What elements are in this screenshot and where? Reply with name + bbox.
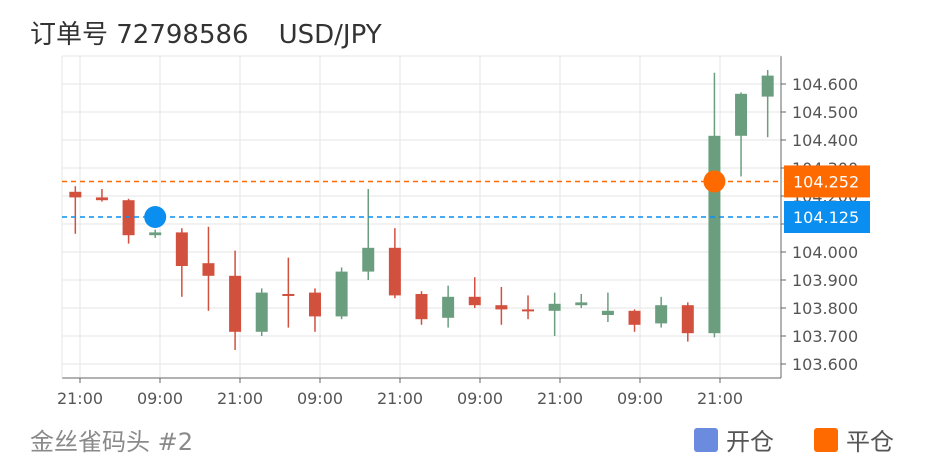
open-price-label: 104.125 xyxy=(793,208,859,227)
legend-close-swatch xyxy=(814,427,838,452)
candle-body xyxy=(681,305,694,334)
candle-body xyxy=(175,232,188,266)
y-tick-label: 104.400 xyxy=(792,131,858,150)
open-price-tag xyxy=(784,201,870,233)
close-marker xyxy=(703,170,726,193)
candle-body xyxy=(202,263,215,276)
open-marker xyxy=(144,206,167,228)
y-tick-label: 103.600 xyxy=(792,355,858,374)
candle-body xyxy=(575,302,588,306)
candle-body xyxy=(628,310,641,325)
candle-body xyxy=(735,93,748,136)
candle-body xyxy=(442,296,455,318)
candle-body xyxy=(522,309,535,312)
y-tick-label: 104.600 xyxy=(792,75,858,94)
chart-title: 订单号 72798586 USD/JPY xyxy=(30,14,382,51)
candle-body xyxy=(255,292,268,332)
x-tick-label: 09:00 xyxy=(137,389,183,408)
candle-body xyxy=(335,271,348,317)
x-tick-label: 09:00 xyxy=(297,389,343,408)
y-tick-label: 104.000 xyxy=(792,243,858,262)
order-number: 订单号 72798586 xyxy=(30,20,249,50)
account-label: 金丝雀码头 #2 xyxy=(30,428,194,456)
legend-close: 平仓 xyxy=(814,422,894,457)
candle-body xyxy=(149,232,162,236)
candle-body xyxy=(415,294,428,320)
candle-body xyxy=(468,296,481,306)
x-tick-label: 21:00 xyxy=(57,389,103,408)
x-tick-label: 09:00 xyxy=(457,389,503,408)
candle-body xyxy=(308,292,321,317)
x-tick-label: 21:00 xyxy=(697,389,743,408)
x-tick-label: 09:00 xyxy=(617,389,663,408)
y-tick-label: 103.800 xyxy=(792,299,858,318)
candle-body xyxy=(229,275,242,332)
y-tick-label: 104.500 xyxy=(792,103,858,122)
legend-open-label: 开仓 xyxy=(726,428,774,456)
y-tick-label: 103.900 xyxy=(792,271,858,290)
candle-body xyxy=(69,191,82,198)
candle-body xyxy=(548,303,561,311)
candle-body xyxy=(362,247,375,272)
legend-close-label: 平仓 xyxy=(846,428,894,456)
candle-body xyxy=(282,294,295,296)
candle-body xyxy=(388,247,401,296)
candle-body xyxy=(495,305,508,310)
close-price-tag xyxy=(784,165,870,198)
x-tick-label: 21:00 xyxy=(217,389,263,408)
candle-body xyxy=(655,305,668,324)
legend-open: 开仓 xyxy=(694,422,774,457)
close-price-label: 104.252 xyxy=(793,172,859,191)
currency-pair: USD/JPY xyxy=(278,20,382,50)
candle-body xyxy=(601,310,614,315)
x-tick-label: 21:00 xyxy=(537,389,583,408)
candle-body xyxy=(708,135,721,334)
candle-body xyxy=(761,75,774,97)
legend-open-swatch xyxy=(694,427,718,452)
y-tick-label: 103.700 xyxy=(792,327,858,346)
candle-body xyxy=(95,197,108,201)
x-tick-label: 21:00 xyxy=(377,389,423,408)
